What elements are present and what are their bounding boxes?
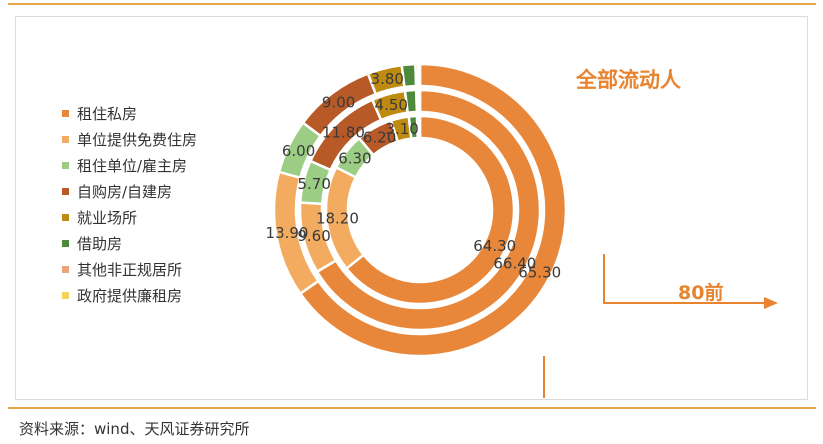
data-label: 6.00 xyxy=(282,142,315,160)
legend-item: 租住私房 xyxy=(62,100,197,126)
legend-label: 借助房 xyxy=(77,234,123,253)
legend-item: 政府提供廉租房 xyxy=(62,282,197,308)
group-label: 80前 xyxy=(678,282,724,304)
legend-swatch xyxy=(62,135,69,143)
annotation-lines xyxy=(543,254,778,398)
legend-swatch xyxy=(62,291,69,299)
data-label: 64.30 xyxy=(473,237,516,255)
data-label: 66.40 xyxy=(493,255,536,273)
legend-label: 单位提供免费住房 xyxy=(77,130,198,149)
data-label: 9.60 xyxy=(297,227,330,245)
legend-swatch xyxy=(62,187,69,195)
data-label: 6.30 xyxy=(338,150,371,168)
legend-label: 租住单位/雇主房 xyxy=(77,156,188,175)
legend-swatch xyxy=(62,265,69,273)
donut-data-labels: 65.30 13.90 6.00 9.00 3.80 66.40 9.60 5.70 11.80… xyxy=(266,70,562,281)
bottom-rule xyxy=(8,407,816,409)
legend-swatch xyxy=(62,161,69,169)
legend-swatch xyxy=(62,239,69,247)
data-label: 13.90 xyxy=(266,224,309,242)
legend-item: 其他非正规居所 xyxy=(62,256,197,282)
donut-slice-inner xyxy=(344,114,516,306)
donut-slice-outer xyxy=(416,62,422,88)
legend-label: 自购房/自建房 xyxy=(77,182,173,201)
source-note: 资料来源：wind、天风证券研究所 xyxy=(19,420,250,438)
donut-slice-inner xyxy=(417,114,422,140)
data-label: 6.20 xyxy=(363,129,396,147)
legend-label: 政府提供廉租房 xyxy=(77,286,183,305)
donut-slice-middle xyxy=(315,88,542,332)
legend-label: 租住私房 xyxy=(77,104,138,123)
legend-item: 租住单位/雇主房 xyxy=(62,152,197,178)
chart-title: 全部流动人 xyxy=(576,68,681,92)
plot-area xyxy=(15,16,808,400)
data-label: 4.50 xyxy=(375,96,408,114)
data-label: 3.10 xyxy=(385,120,418,138)
donut-slice-outer xyxy=(298,62,568,358)
data-label: 5.70 xyxy=(297,175,330,193)
legend-swatch xyxy=(62,109,69,117)
legend-item: 自购房/自建房 xyxy=(62,178,197,204)
arrow-head-icon xyxy=(764,297,778,309)
donut-slices xyxy=(272,62,568,358)
data-label: 65.30 xyxy=(518,263,561,281)
top-rule xyxy=(8,3,816,5)
data-label: 3.80 xyxy=(371,70,404,88)
legend-item: 单位提供免费住房 xyxy=(62,126,197,152)
legend-swatch xyxy=(62,213,69,221)
chart-legend: 租住私房单位提供免费住房 租住单位/雇主房 自购房/自建房 就业场所借助房其他非正规居… xyxy=(62,100,197,308)
donut-slice-middle xyxy=(417,88,422,114)
legend-item: 借助房 xyxy=(62,230,197,256)
data-label: 11.80 xyxy=(322,123,365,141)
data-label: 18.20 xyxy=(316,209,359,227)
data-label: 9.00 xyxy=(322,93,355,111)
legend-label: 就业场所 xyxy=(77,208,138,227)
legend-item: 就业场所 xyxy=(62,204,197,230)
legend-label: 其他非正规居所 xyxy=(77,260,183,279)
